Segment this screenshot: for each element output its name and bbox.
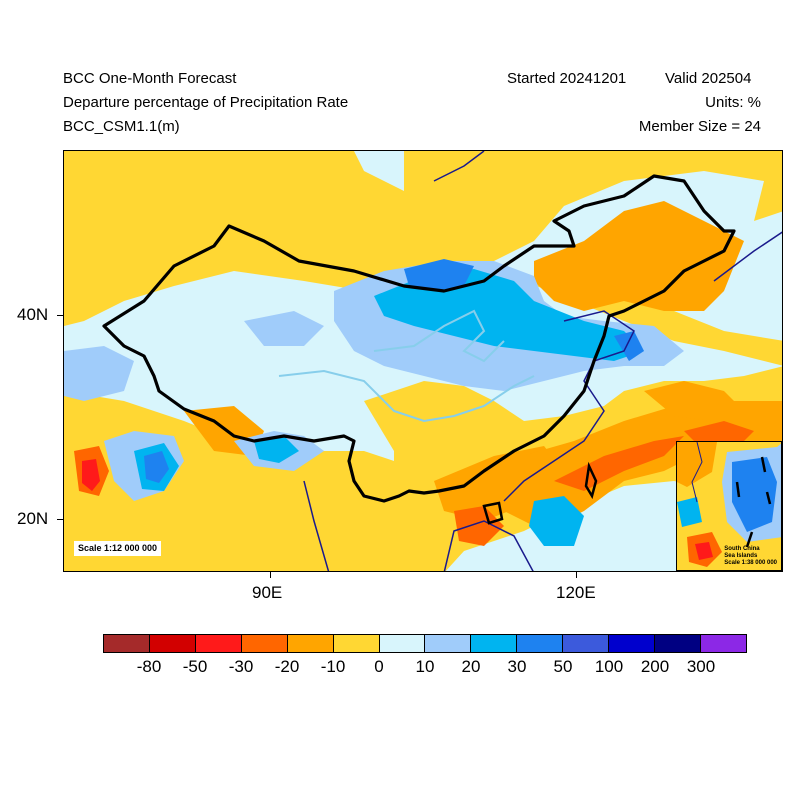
tick-40n (57, 315, 63, 316)
colorbar-swatch (425, 635, 472, 652)
variable-title: Departure percentage of Precipitation Ra… (63, 94, 349, 111)
national-border (102, 174, 736, 503)
colorbar-swatch (471, 635, 518, 652)
lat-label-40n: 40N (17, 305, 49, 324)
colorbar-label: 200 (640, 657, 670, 676)
colorbar-swatch (655, 635, 701, 652)
wet-blue-regions (144, 259, 644, 483)
started-date: Started 20241201 (507, 70, 627, 87)
colorbar-label: -50 (182, 657, 208, 676)
member-size-label: Member Size = 24 (638, 118, 761, 135)
inset-caption-line2: Sea Islands (724, 553, 758, 559)
colorbar-label: 300 (686, 657, 716, 676)
valid-date: Valid 202504 (665, 70, 752, 87)
colorbar-label: -20 (274, 657, 300, 676)
colorbar-swatch (195, 635, 242, 652)
colorbar-label: 50 (553, 657, 573, 676)
south-china-sea-inset: South China Sea Islands Scale 1:38 000 0… (676, 441, 782, 571)
colorbar-swatch (149, 635, 196, 652)
tick-90e (270, 572, 271, 578)
colorbar-swatch (333, 635, 380, 652)
colorbar-swatch (379, 635, 426, 652)
model-name: BCC_CSM1.1(m) (63, 118, 180, 135)
precipitation-map (63, 150, 783, 572)
tick-120e (576, 572, 577, 578)
colorbar-label: 30 (507, 657, 527, 676)
colorbar-label: -30 (228, 657, 254, 676)
lon-label-120e: 120E (556, 583, 596, 602)
lon-label-90e: 90E (252, 583, 283, 602)
rivers (278, 309, 535, 423)
coastlines (303, 151, 782, 571)
map-canvas (64, 151, 782, 571)
inset-caption-line1: South China (724, 546, 760, 552)
colorbar-label: 0 (374, 657, 384, 676)
colorbar-swatch (700, 635, 746, 652)
units-label: Units: % (705, 94, 761, 111)
forecast-title: BCC One-Month Forecast (63, 70, 237, 87)
inset-caption: South China Sea Islands Scale 1:38 000 0… (724, 546, 777, 567)
inset-caption-line3: Scale 1:38 000 000 (724, 560, 777, 566)
colorbar-swatch (609, 635, 656, 652)
colorbar-label: 100 (594, 657, 624, 676)
colorbar-label: 20 (461, 657, 481, 676)
colorbar-swatch (241, 635, 288, 652)
map-scale-label: Scale 1:12 000 000 (74, 541, 162, 556)
colorbar-label: -10 (320, 657, 346, 676)
colorbar (103, 634, 747, 653)
colorbar-swatch (563, 635, 610, 652)
tick-20n (57, 519, 63, 520)
islands (482, 461, 598, 525)
colorbar-swatch (104, 635, 150, 652)
colorbar-swatch (287, 635, 334, 652)
colorbar-label: -80 (136, 657, 162, 676)
colorbar-label: 10 (415, 657, 435, 676)
colorbar-swatch (517, 635, 564, 652)
lat-label-20n: 20N (17, 509, 49, 528)
inset-map (677, 442, 781, 570)
